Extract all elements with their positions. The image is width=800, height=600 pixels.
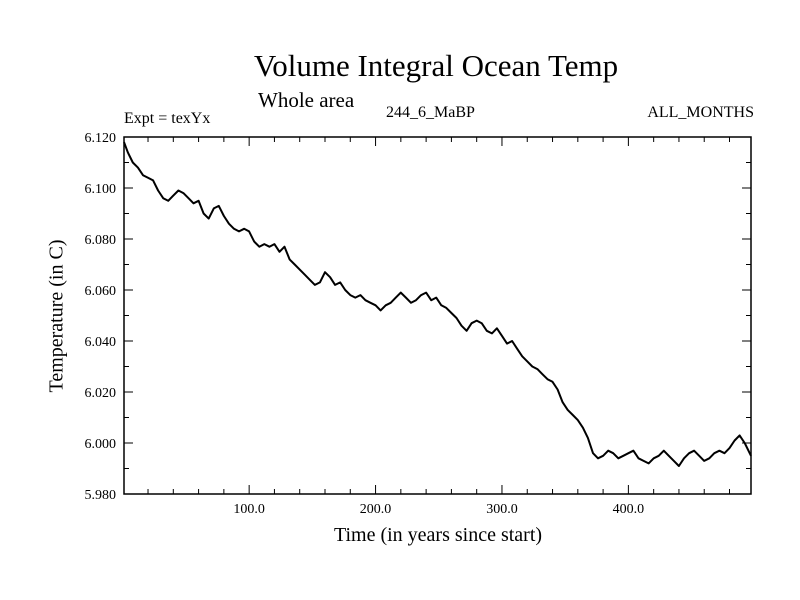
series-line [123, 141, 752, 467]
y-tick-label: 5.980 [85, 488, 117, 503]
series-layer [123, 141, 752, 467]
chart-subtitle: Whole area [258, 88, 355, 112]
axes-layer: 100.0 200.0 300.0 400.0 5.980 6.000 6.020 6.040… [85, 131, 751, 517]
chart-title: Volume Integral Ocean Temp [253, 48, 619, 83]
experiment-label: Expt = texYx [124, 110, 211, 127]
plot-frame [123, 136, 752, 495]
y-tick-label: 6.040 [85, 335, 117, 350]
x-axis-label: Time (in years since start) [333, 524, 543, 546]
y-tick-label: 6.060 [85, 284, 117, 299]
months-label: ALL_MONTHS [647, 104, 754, 121]
y-tick-label: 6.100 [85, 182, 117, 197]
y-tick-label: 6.080 [85, 233, 117, 248]
x-tick-label: 300.0 [486, 502, 518, 517]
period-label: 244_6_MaBP [386, 104, 475, 121]
y-tick-label: 6.120 [85, 131, 117, 146]
x-tick-label: 400.0 [613, 502, 645, 517]
x-tick-label: 100.0 [233, 502, 265, 517]
y-tick-label: 6.020 [85, 386, 117, 401]
y-tick-label: 6.000 [85, 437, 117, 452]
x-tick-label: 200.0 [360, 502, 392, 517]
